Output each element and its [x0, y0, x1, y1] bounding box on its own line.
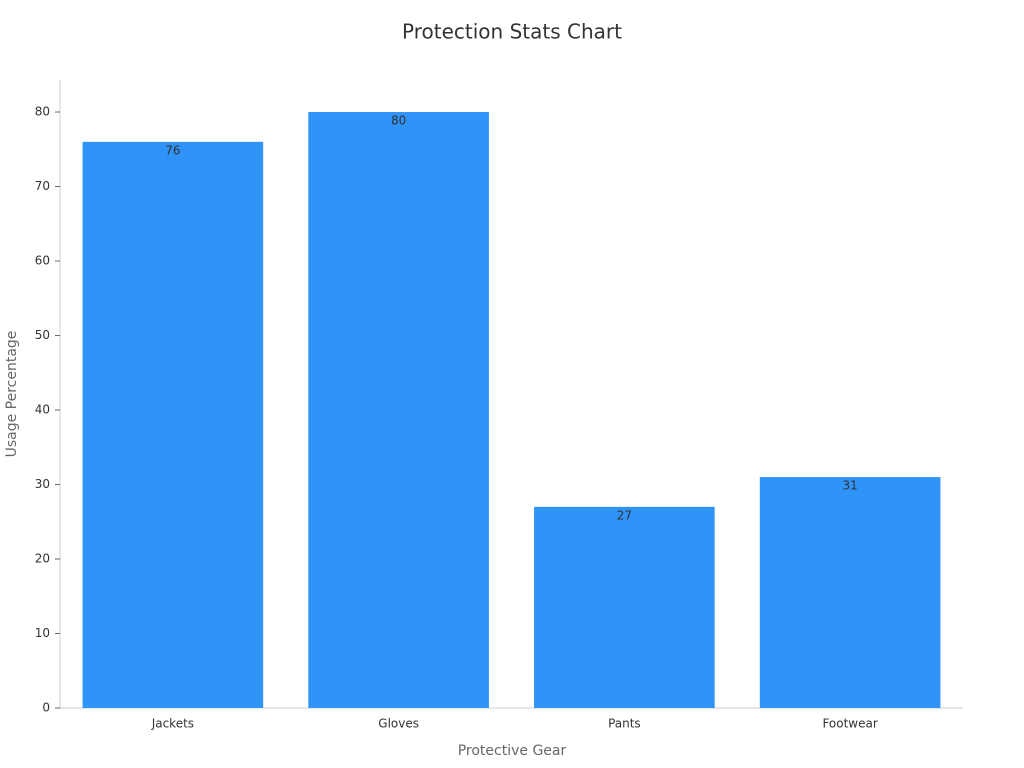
x-tick-label: Pants — [608, 717, 641, 731]
bar — [534, 506, 715, 708]
y-tick-label: 10 — [35, 626, 50, 640]
y-axis-label: Usage Percentage — [4, 331, 20, 458]
y-tick-label: 80 — [35, 105, 50, 119]
data-label: 31 — [842, 479, 857, 493]
y-tick-label: 40 — [35, 403, 50, 417]
bar — [759, 477, 941, 708]
y-tick-label: 70 — [35, 179, 50, 193]
data-label: 27 — [617, 508, 632, 522]
y-tick-label: 20 — [35, 552, 50, 566]
chart-title: Protection Stats Chart — [402, 20, 622, 44]
x-tick-label: Jackets — [151, 717, 194, 731]
x-tick-label: Footwear — [822, 717, 877, 731]
bar — [308, 112, 489, 709]
data-label: 80 — [391, 114, 406, 128]
x-axis-label: Protective Gear — [458, 743, 567, 759]
data-label: 76 — [165, 143, 180, 157]
y-tick-label: 0 — [42, 701, 50, 715]
y-tick-label: 50 — [35, 328, 50, 342]
bar — [82, 141, 264, 709]
y-tick-label: 60 — [35, 254, 50, 268]
y-tick-label: 30 — [35, 477, 50, 491]
x-tick-label: Gloves — [378, 717, 419, 731]
